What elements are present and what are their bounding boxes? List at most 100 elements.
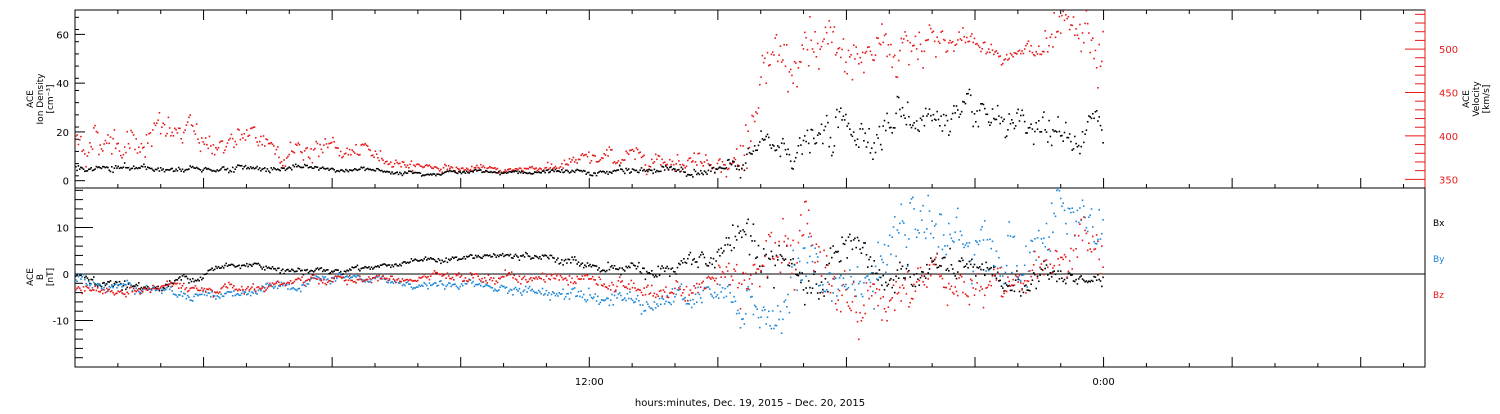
velocity-point-series-point xyxy=(775,34,778,36)
bx-point-series-point xyxy=(959,260,962,263)
density-point-series-point xyxy=(872,158,874,160)
density-point-series-point xyxy=(981,103,983,105)
density-point-series-point xyxy=(888,127,891,129)
velocity-point-series-point xyxy=(887,44,890,46)
velocity-point-series-point xyxy=(865,50,868,53)
bx-point-series-point xyxy=(864,242,866,244)
bz-point-series-point xyxy=(168,283,171,285)
velocity-point-series-point xyxy=(486,167,488,170)
by-point-series-point xyxy=(405,282,407,284)
velocity-point-series-point xyxy=(913,44,915,47)
bx-point-series-point xyxy=(197,278,199,281)
bz-point-series-point xyxy=(256,286,258,289)
bz-point-series-point xyxy=(276,280,279,282)
bz-point-series-point xyxy=(761,264,764,267)
by-point-series-point xyxy=(273,287,275,289)
bx-point-series-point xyxy=(325,269,328,271)
by-point-series-point xyxy=(330,280,333,283)
bx-point-series-point xyxy=(359,270,361,272)
bx-point-series-point xyxy=(363,267,365,269)
bz-point-series-point xyxy=(942,286,945,289)
density-point-series-point xyxy=(192,165,194,168)
bz-point-series-point xyxy=(590,277,593,280)
density-point-series-point xyxy=(283,167,285,169)
density-point-series-point xyxy=(346,169,348,172)
by-point-series-point xyxy=(1065,222,1067,225)
velocity-point-series-point xyxy=(921,50,923,53)
by-point-series-point xyxy=(890,253,892,256)
velocity-point-series-point xyxy=(248,134,251,137)
bz-point-series-point xyxy=(567,283,569,286)
density-point-series-point xyxy=(734,165,737,167)
velocity-point-series-point xyxy=(240,133,243,136)
velocity-point-series-point xyxy=(613,161,616,163)
bz-point-series-point xyxy=(417,279,419,282)
density-point-series-point xyxy=(215,170,217,173)
velocity-point-series-point xyxy=(111,153,113,155)
velocity-point-series-point xyxy=(420,165,423,168)
velocity-point-series-point xyxy=(292,151,294,153)
velocity-point-series-point xyxy=(192,125,194,127)
bz-point-series-point xyxy=(640,291,643,294)
bz-point-series-point xyxy=(269,282,271,285)
bx-point-series-point xyxy=(698,256,701,258)
bz-point-series-point xyxy=(751,283,753,285)
bz-point-series-point xyxy=(320,280,323,282)
velocity-point-series-point xyxy=(837,47,839,50)
bz-point-series-point xyxy=(283,282,285,285)
density-point-series-point xyxy=(942,113,945,116)
velocity-point-series-point xyxy=(607,155,609,157)
bx-point-series-point xyxy=(141,288,144,290)
velocity-point-series-point xyxy=(719,158,721,160)
bz-point-series-point xyxy=(183,282,185,285)
bx-point-series-point xyxy=(625,265,627,268)
density-point-series-point xyxy=(177,166,180,169)
density-point-series-point xyxy=(1026,132,1028,134)
bx-point-series-point xyxy=(248,263,251,266)
bz-point-series-point xyxy=(804,201,806,203)
density-point-series-point xyxy=(802,139,805,142)
bz-point-series-point xyxy=(859,311,861,314)
density-point-series-point xyxy=(238,164,240,167)
density-point-series-point xyxy=(730,163,733,166)
bx-point-series-point xyxy=(514,253,517,256)
bz-point-series-point xyxy=(1038,256,1040,258)
by-point-series-point xyxy=(87,280,90,283)
bx-point-series-point xyxy=(572,258,575,261)
density-point-series-point xyxy=(795,156,797,159)
bx-point-series-point xyxy=(401,262,404,264)
by-point-series-point xyxy=(265,283,267,286)
bz-point-series-point xyxy=(319,278,321,280)
by-point-series-point xyxy=(112,286,114,289)
bx-point-series-point xyxy=(1079,276,1081,278)
bx-point-series-point xyxy=(955,277,958,280)
bz-point-series-point xyxy=(423,273,425,276)
bz-point-series-point xyxy=(311,274,314,277)
density-point-series-point xyxy=(600,171,603,173)
velocity-point-series-point xyxy=(337,147,339,149)
bz-point-series-point xyxy=(645,286,648,288)
bx-point-series-point xyxy=(289,270,292,272)
bottom-panel-frame xyxy=(74,187,1426,368)
velocity-point-series-point xyxy=(401,160,404,163)
bx-point-series-point xyxy=(1011,289,1013,292)
bx-point-series-point xyxy=(708,261,711,264)
velocity-point-series-point xyxy=(472,169,474,172)
bx-point-series-point xyxy=(260,266,262,268)
by-point-series-point xyxy=(755,306,757,308)
velocity-point-series-point xyxy=(129,147,131,149)
velocity-point-series-point xyxy=(478,167,481,170)
by-point-series-point xyxy=(993,264,995,267)
density-point-series-point xyxy=(882,125,884,127)
velocity-point-series-point xyxy=(566,163,568,165)
bx-point-series-point xyxy=(498,255,500,258)
velocity-point-series-point xyxy=(747,130,749,132)
density-point-series-point xyxy=(885,129,887,132)
by-point-series-point xyxy=(694,293,697,296)
velocity-point-series-point xyxy=(1068,28,1071,31)
velocity-point-series-point xyxy=(490,166,492,169)
by-point-series-point xyxy=(343,276,346,279)
bz-point-series-point xyxy=(126,291,128,294)
density-point-series-point xyxy=(267,170,270,172)
bx-point-series-point xyxy=(585,265,587,268)
